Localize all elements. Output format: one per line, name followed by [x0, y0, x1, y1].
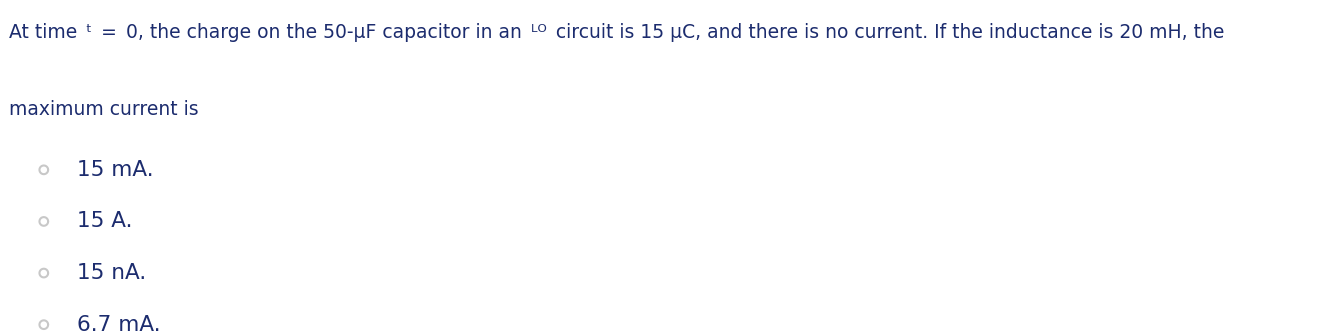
- Text: 6.7 mA.: 6.7 mA.: [77, 315, 161, 333]
- Text: 15 nA.: 15 nA.: [77, 263, 146, 283]
- Text: At time  ᵗ  =  0, the charge on the 50-μF capacitor in an  ᴸᴼ  circuit is 15 μC,: At time ᵗ = 0, the charge on the 50-μF c…: [9, 23, 1225, 42]
- Text: 15 A.: 15 A.: [77, 211, 133, 231]
- Text: 15 mA.: 15 mA.: [77, 160, 154, 180]
- Text: maximum current is: maximum current is: [9, 100, 199, 119]
